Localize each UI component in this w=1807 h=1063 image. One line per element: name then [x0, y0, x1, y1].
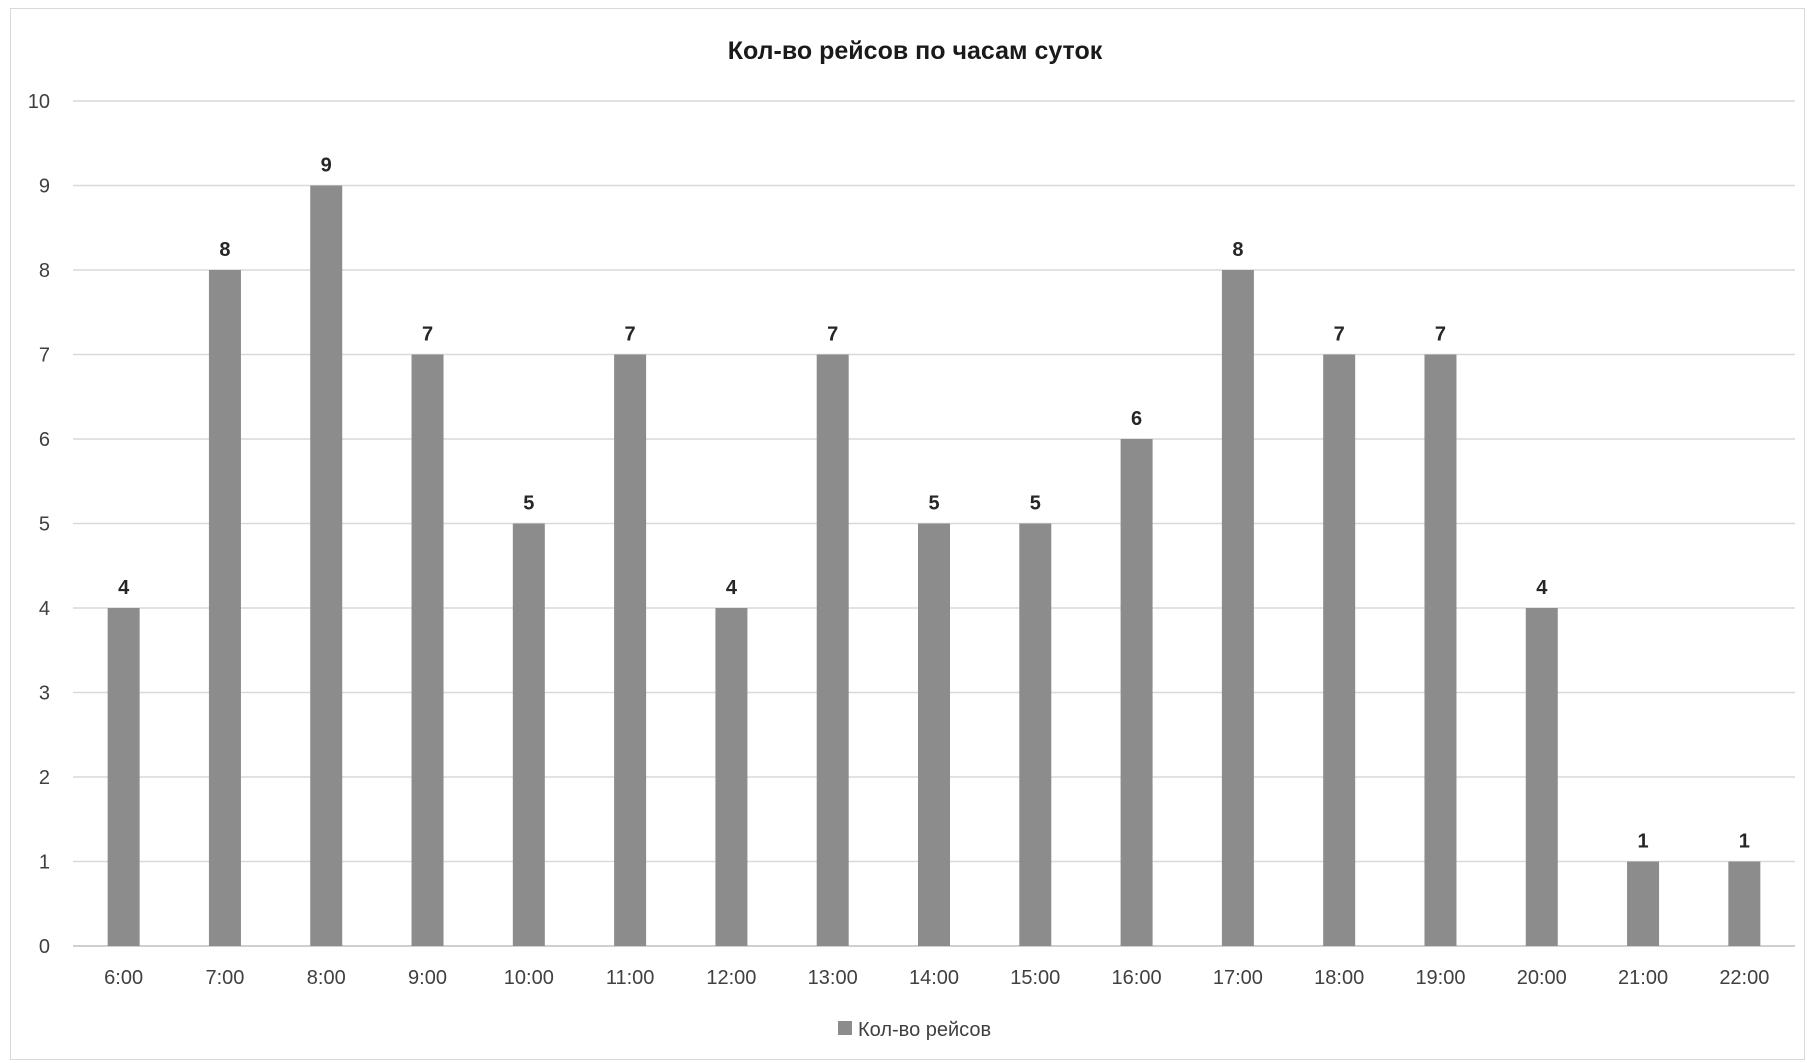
- data-label: 8: [219, 239, 230, 261]
- data-label: 6: [1131, 408, 1142, 430]
- data-label: 4: [118, 577, 130, 599]
- chart-frame: [10, 8, 1805, 1060]
- bar: [1323, 354, 1356, 946]
- y-tick-label: 2: [39, 767, 50, 789]
- x-tick-label: 20:00: [1517, 967, 1567, 989]
- x-tick-label: 7:00: [205, 967, 244, 989]
- data-label: 7: [1334, 324, 1345, 346]
- bar: [614, 354, 647, 946]
- y-tick-label: 8: [39, 260, 50, 282]
- x-tick-label: 8:00: [307, 967, 346, 989]
- x-tick-label: 12:00: [706, 967, 756, 989]
- bar: [107, 608, 140, 946]
- x-tick-label: 18:00: [1314, 967, 1364, 989]
- bar: [1221, 270, 1254, 946]
- data-label: 7: [422, 324, 433, 346]
- x-tick-label: 6:00: [104, 967, 143, 989]
- legend-swatch: [838, 1021, 852, 1035]
- bar: [1525, 608, 1558, 946]
- x-tick-label: 15:00: [1010, 967, 1060, 989]
- x-tick-label: 10:00: [504, 967, 554, 989]
- data-label: 5: [928, 493, 939, 515]
- x-tick-label: 13:00: [808, 967, 858, 989]
- y-tick-label: 10: [28, 91, 50, 113]
- bar: [1728, 861, 1761, 946]
- y-tick-label: 3: [39, 683, 50, 705]
- y-tick-label: 9: [39, 176, 50, 198]
- data-label: 7: [827, 324, 838, 346]
- data-label: 4: [726, 577, 738, 599]
- data-label: 7: [625, 324, 636, 346]
- bar: [918, 523, 950, 946]
- bar: [1019, 523, 1052, 946]
- y-axis-ticks: 0 1 2 3 4 5 6 7 8 9 10: [28, 91, 50, 958]
- x-tick-label: 9:00: [408, 967, 447, 989]
- y-tick-label: 5: [39, 514, 50, 536]
- bar: [1120, 439, 1153, 946]
- data-labels: 4 8 9 7 5 7 4 7 5 5 6 8 7 7 4 1 1: [118, 155, 1750, 853]
- x-tick-label: 21:00: [1618, 967, 1668, 989]
- x-tick-label: 17:00: [1213, 967, 1263, 989]
- grid-lines: [73, 100, 1795, 947]
- bar: [411, 354, 444, 946]
- y-tick-label: 6: [39, 429, 50, 451]
- data-label: 8: [1232, 239, 1243, 261]
- bar: [816, 354, 849, 946]
- chart-title: Кол-во рейсов по часам суток: [728, 37, 1103, 65]
- bar: [1627, 861, 1660, 946]
- x-tick-label: 19:00: [1415, 967, 1465, 989]
- bar: [208, 270, 241, 946]
- data-label: 4: [1536, 577, 1548, 599]
- x-tick-label: 16:00: [1112, 967, 1162, 989]
- data-label: 7: [1435, 324, 1446, 346]
- y-tick-label: 0: [39, 936, 50, 958]
- x-tick-label: 14:00: [909, 967, 959, 989]
- y-tick-label: 4: [39, 598, 50, 620]
- bars: [107, 185, 1761, 946]
- data-label: 1: [1739, 831, 1750, 853]
- data-label: 5: [1030, 493, 1041, 515]
- bar: [512, 523, 545, 946]
- y-tick-label: 1: [39, 852, 50, 874]
- bar: [715, 608, 748, 946]
- x-tick-label: 11:00: [606, 967, 655, 989]
- bar: [310, 185, 343, 946]
- legend: Кол-во рейсов: [838, 1019, 991, 1041]
- legend-label: Кол-во рейсов: [858, 1019, 991, 1041]
- data-label: 5: [523, 493, 534, 515]
- bar: [1424, 354, 1457, 946]
- y-tick-label: 7: [39, 345, 50, 367]
- x-axis-ticks: 6:00 7:00 8:00 9:00 10:00 11:00 12:00 13:00 14:0…: [104, 967, 1769, 989]
- x-tick-label: 22:00: [1719, 967, 1769, 989]
- data-label: 1: [1637, 831, 1648, 853]
- data-label: 9: [321, 155, 332, 177]
